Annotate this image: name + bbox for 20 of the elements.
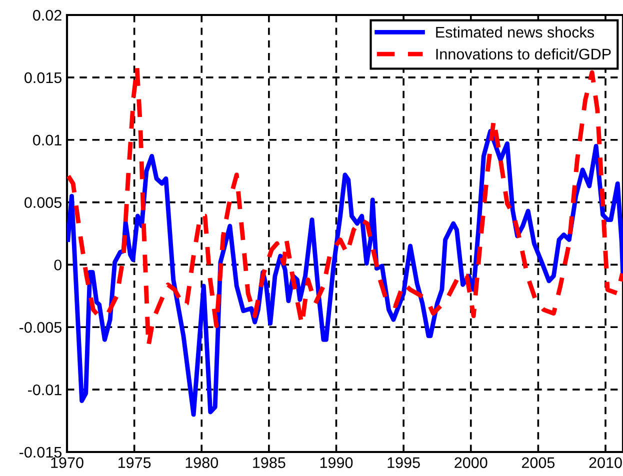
y-tick-label: 0.02 <box>33 10 62 21</box>
x-tick-label: 1995 <box>388 457 420 468</box>
y-tick-label: -0.005 <box>20 322 62 333</box>
x-tick-label: 2005 <box>522 457 555 468</box>
y-tick-label: 0.005 <box>24 197 62 208</box>
x-tick-label: 1985 <box>253 457 286 468</box>
x-tick-label: 1970 <box>51 457 84 468</box>
y-tick-label: -0.015 <box>20 446 62 458</box>
x-tick-label: 1990 <box>320 457 353 468</box>
y-tick-label: 0 <box>54 260 62 270</box>
x-tick-label: 1980 <box>186 457 218 468</box>
y-tick-label: 0.015 <box>24 72 62 84</box>
x-tick-label: 2010 <box>589 457 622 468</box>
y-tick-label: -0.01 <box>28 384 62 396</box>
x-tick-label: 2000 <box>454 457 488 468</box>
x-tick-label: 1975 <box>118 457 151 468</box>
y-tick-label: 0.01 <box>33 134 62 146</box>
legend-label: Innovations to deficit/GDP <box>436 48 611 60</box>
legend-label: Estimated news shocks <box>436 26 594 38</box>
line-series <box>67 128 623 417</box>
